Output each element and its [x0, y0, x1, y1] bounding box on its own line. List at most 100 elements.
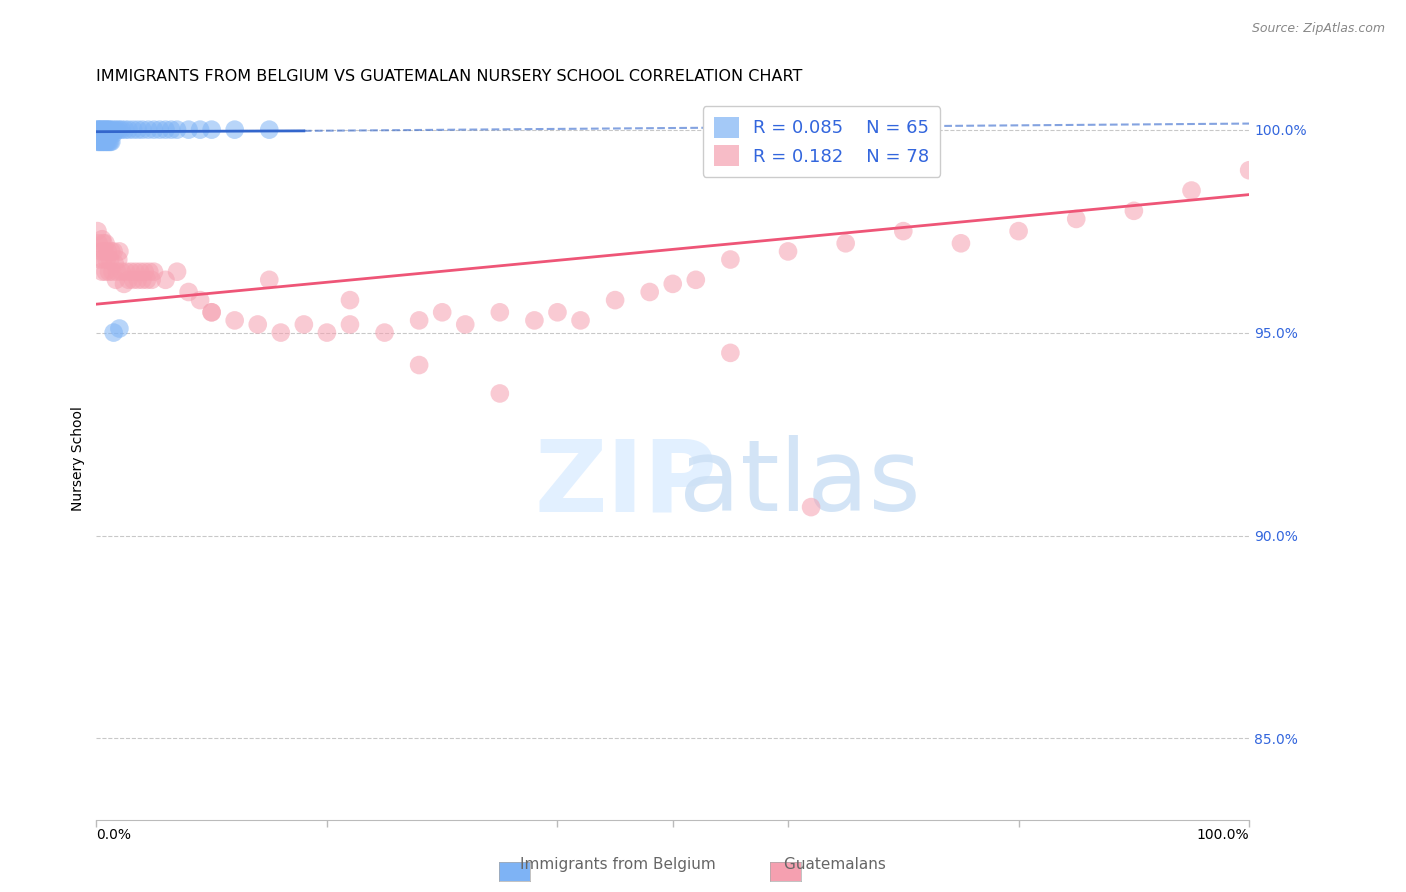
Point — [155, 122, 177, 136]
Point — [122, 122, 145, 136]
Point — [93, 127, 115, 141]
Point — [91, 232, 114, 246]
Point — [776, 244, 799, 259]
Point — [374, 326, 396, 340]
Point — [96, 127, 118, 141]
Point — [177, 285, 200, 299]
Point — [188, 293, 211, 307]
Point — [143, 122, 166, 136]
Point — [100, 127, 122, 141]
Point — [131, 273, 153, 287]
Point — [98, 252, 121, 267]
Point — [93, 244, 115, 259]
Point — [339, 318, 361, 332]
Point — [86, 122, 108, 136]
Point — [685, 273, 707, 287]
Text: 0.0%: 0.0% — [97, 828, 131, 842]
Point — [134, 265, 156, 279]
Point — [201, 305, 224, 319]
Text: atlas: atlas — [679, 435, 920, 533]
Point — [661, 277, 683, 291]
Point — [86, 224, 108, 238]
Point — [97, 127, 120, 141]
Text: IMMIGRANTS FROM BELGIUM VS GUATEMALAN NURSERY SCHOOL CORRELATION CHART: IMMIGRANTS FROM BELGIUM VS GUATEMALAN NU… — [97, 69, 803, 84]
Point — [91, 127, 114, 141]
Point — [91, 122, 114, 136]
Point — [87, 130, 110, 145]
Point — [115, 265, 138, 279]
Point — [523, 313, 546, 327]
Point — [141, 273, 163, 287]
Point — [104, 122, 127, 136]
Point — [454, 318, 477, 332]
Point — [87, 135, 110, 149]
Point — [224, 122, 246, 136]
Point — [91, 127, 114, 141]
Point — [90, 122, 112, 136]
Point — [98, 135, 121, 149]
Point — [339, 293, 361, 307]
Y-axis label: Nursery School: Nursery School — [72, 406, 86, 511]
Point — [89, 252, 111, 267]
Point — [800, 500, 823, 514]
Point — [96, 252, 118, 267]
Point — [107, 252, 129, 267]
Point — [949, 236, 972, 251]
Point — [259, 122, 281, 136]
Point — [91, 135, 114, 149]
Point — [638, 285, 661, 299]
Point — [143, 265, 166, 279]
Point — [91, 236, 114, 251]
Point — [111, 122, 134, 136]
Point — [91, 135, 114, 149]
Point — [891, 224, 914, 238]
Point — [136, 122, 159, 136]
Point — [104, 273, 127, 287]
Point — [101, 265, 124, 279]
Point — [108, 122, 131, 136]
Point — [94, 127, 117, 141]
Point — [100, 135, 122, 149]
Point — [103, 127, 125, 141]
Point — [160, 122, 183, 136]
Point — [101, 122, 124, 136]
Point — [246, 318, 269, 332]
Point — [111, 265, 134, 279]
Point — [93, 122, 115, 136]
Point — [89, 135, 111, 149]
Point — [114, 122, 136, 136]
Point — [408, 313, 430, 327]
Point — [96, 135, 118, 149]
Point — [105, 265, 128, 279]
Point — [718, 346, 741, 360]
Point — [98, 122, 121, 136]
Point — [96, 122, 118, 136]
Point — [87, 127, 110, 141]
Point — [127, 122, 149, 136]
Point — [97, 244, 120, 259]
Point — [90, 244, 112, 259]
Point — [89, 122, 111, 136]
Point — [1237, 163, 1260, 178]
Point — [122, 273, 145, 287]
Point — [270, 326, 292, 340]
Point — [86, 127, 108, 141]
Point — [91, 252, 114, 267]
Point — [188, 122, 211, 136]
Point — [155, 273, 177, 287]
Point — [103, 326, 125, 340]
Point — [105, 122, 128, 136]
Point — [86, 130, 108, 145]
Point — [87, 236, 110, 251]
Point — [94, 122, 117, 136]
Point — [97, 122, 120, 136]
Legend: R = 0.085    N = 65, R = 0.182    N = 78: R = 0.085 N = 65, R = 0.182 N = 78 — [703, 106, 941, 177]
Point — [166, 122, 188, 136]
Point — [131, 122, 153, 136]
Point — [718, 252, 741, 267]
Point — [91, 122, 114, 136]
Point — [90, 135, 112, 149]
Point — [569, 313, 592, 327]
Point — [86, 122, 108, 136]
Point — [546, 305, 568, 319]
